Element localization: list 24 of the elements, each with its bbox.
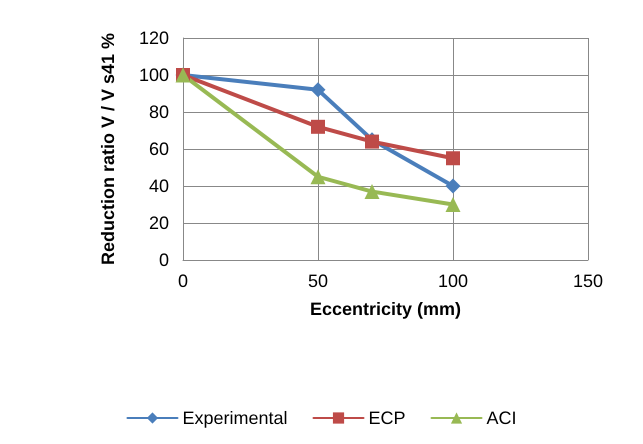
y-tick-label: 100 <box>138 65 169 85</box>
x-tick-label: 0 <box>178 271 188 291</box>
point <box>446 197 460 212</box>
y-tick-label: 60 <box>148 139 169 159</box>
y-tick-label: 120 <box>138 28 169 48</box>
point <box>446 151 460 166</box>
x-tick-label: 150 <box>572 271 604 291</box>
legend-label: ACI <box>486 408 517 428</box>
point <box>310 169 326 184</box>
y-tick-label: 40 <box>148 176 169 196</box>
y-tick-label: 20 <box>148 213 169 233</box>
point <box>311 120 325 134</box>
x-tick-label: 50 <box>308 271 328 291</box>
x-tick-label: 100 <box>438 271 468 291</box>
point <box>446 178 460 194</box>
legend-label: Experimental <box>182 408 288 428</box>
point <box>364 184 380 200</box>
y-tick-label: 0 <box>158 250 169 270</box>
point <box>365 134 379 149</box>
point <box>310 82 326 98</box>
legend-label: ECP <box>368 408 406 428</box>
x-axis-title: Eccentricity (mm) <box>310 299 462 319</box>
y-axis-title: Reduction ratio V / V s41 % <box>98 32 118 266</box>
y-tick-label: 80 <box>148 102 169 122</box>
